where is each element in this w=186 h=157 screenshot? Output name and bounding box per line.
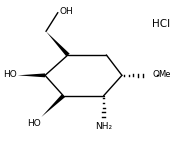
Text: HO: HO [3, 70, 17, 79]
Text: HO: HO [27, 119, 41, 128]
Text: Me: Me [158, 70, 171, 79]
Text: HCl: HCl [152, 19, 170, 29]
Polygon shape [18, 73, 45, 77]
Polygon shape [41, 95, 65, 117]
Text: NH₂: NH₂ [95, 122, 112, 131]
Text: OH: OH [60, 7, 73, 16]
Polygon shape [46, 31, 70, 56]
Text: O: O [152, 70, 159, 79]
